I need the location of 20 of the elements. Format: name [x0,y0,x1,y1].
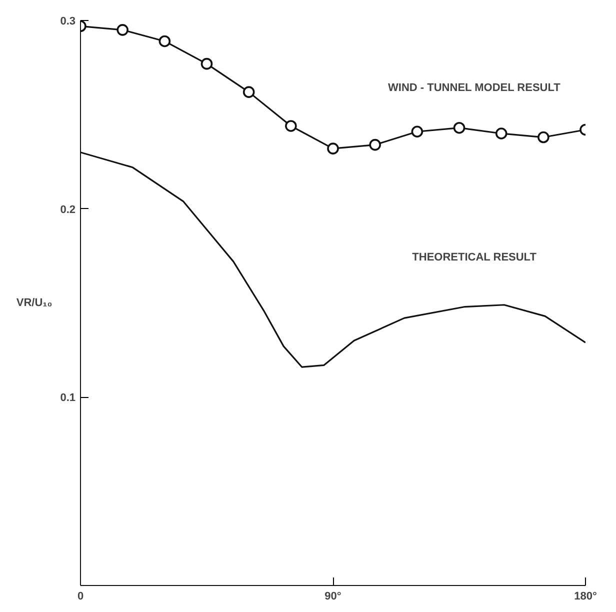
y-axis-title: VR/U₁₀ [16,297,52,309]
point [538,131,550,144]
point [495,128,508,140]
x-tick-label: 0 [77,590,84,602]
x-tick-label: 90° [324,590,342,602]
point [158,35,171,48]
x-tick-label: 180° [574,590,597,602]
point [327,142,339,154]
point [285,120,297,132]
point [242,86,255,98]
point [453,122,466,134]
point [411,126,424,138]
y-tick-label: 0.1 [60,392,76,404]
y-tick-label: 0.2 [60,204,76,216]
y-tick-label: 0.3 [60,16,76,28]
point [200,58,213,70]
point [369,138,381,151]
annotation: THEORETICAL RESULT [412,251,537,264]
point [116,24,128,36]
annotation: WIND - TUNNEL MODEL RESULT [388,82,561,94]
